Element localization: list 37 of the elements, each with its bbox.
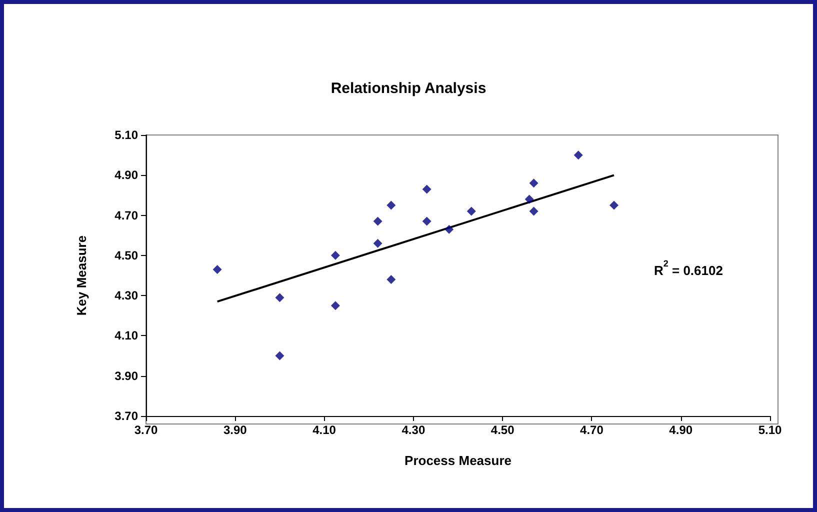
x-tick-label: 5.10: [758, 423, 782, 437]
x-tick-label: 3.70: [134, 423, 158, 437]
y-tick-label: 4.30: [114, 288, 138, 303]
point: [275, 351, 284, 360]
y-axis-title: Key Measure: [74, 235, 89, 316]
point: [386, 275, 396, 284]
point: [574, 150, 583, 160]
point: [275, 293, 284, 302]
y-tick-label: 4.10: [114, 328, 138, 343]
x-tick-label: 3.90: [223, 423, 248, 437]
y-tick-label: 4.50: [114, 248, 138, 262]
y-tick-label: 4.70: [114, 208, 138, 222]
point: [524, 194, 534, 204]
point: [422, 216, 432, 226]
point: [444, 224, 454, 234]
point: [386, 200, 396, 210]
y-tick-label: 3.70: [114, 409, 138, 423]
x-tick-label: 4.70: [580, 423, 604, 437]
point: [212, 264, 222, 274]
y-tick-label: 5.10: [114, 128, 138, 142]
point: [330, 301, 340, 310]
point: [373, 216, 382, 226]
point: [422, 184, 432, 194]
x-tick-label: 4.30: [402, 423, 426, 437]
y-tick-label: 4.90: [114, 168, 138, 182]
y-tick-label: 3.90: [114, 368, 138, 383]
point: [373, 238, 382, 248]
x-axis-title: Process Measure: [404, 453, 512, 468]
point: [529, 178, 538, 188]
x-tick-label: 4.10: [312, 423, 336, 437]
point: [610, 200, 618, 210]
chart-title: Relationship Analysis: [330, 80, 486, 97]
x-tick-label: 4.90: [669, 423, 693, 437]
point: [466, 206, 476, 216]
point: [330, 250, 340, 260]
x-tick-label: 4.50: [490, 423, 515, 437]
point: [529, 206, 538, 216]
